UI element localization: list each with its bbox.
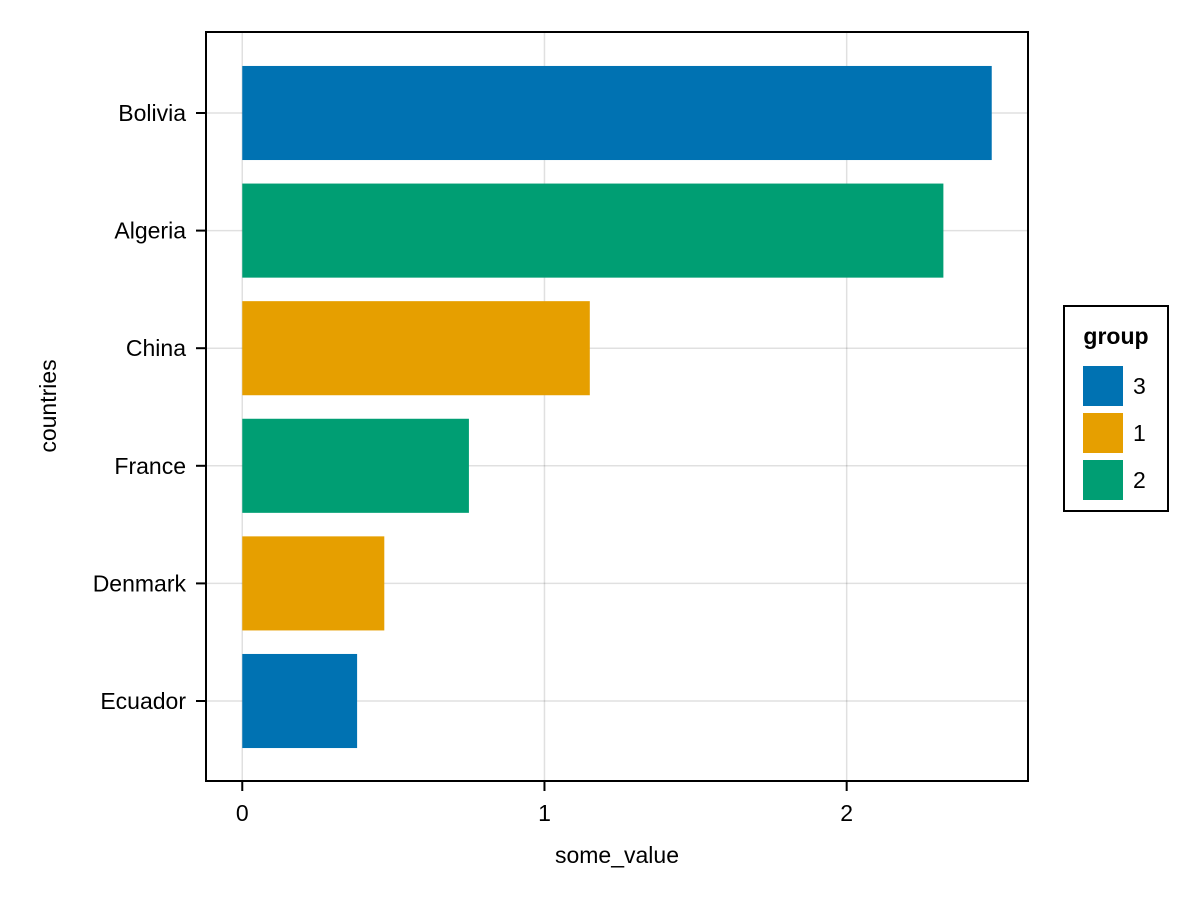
x-tick-label: 0 bbox=[236, 800, 249, 826]
y-tick-label: Bolivia bbox=[118, 100, 186, 126]
plot-frame bbox=[205, 31, 1029, 782]
bars bbox=[242, 65, 992, 749]
y-tick-label: France bbox=[114, 453, 186, 479]
legend-label: 1 bbox=[1133, 420, 1146, 446]
legend-swatch bbox=[1083, 460, 1123, 500]
legend: group 3 1 2 bbox=[1063, 305, 1169, 512]
legend-swatch bbox=[1083, 366, 1123, 406]
bar-china bbox=[242, 301, 590, 396]
x-tick-label: 1 bbox=[538, 800, 551, 826]
y-tick-label: Ecuador bbox=[100, 688, 186, 714]
legend-entries: 3 1 2 bbox=[1083, 366, 1146, 500]
bar-france bbox=[242, 418, 469, 513]
bar-ecuador bbox=[242, 653, 358, 749]
x-tick-label: 2 bbox=[840, 800, 853, 826]
bar-bolivia bbox=[242, 65, 992, 161]
legend-title: group bbox=[1083, 323, 1148, 349]
bar-algeria bbox=[242, 183, 944, 278]
legend-label: 3 bbox=[1133, 373, 1146, 399]
y-tick-label: Denmark bbox=[93, 570, 187, 596]
axis-ticks: 0 1 2 Bolivia Algeria China France Denmark Ecuad… bbox=[93, 100, 853, 826]
y-tick-label: Algeria bbox=[114, 218, 186, 244]
x-axis-title: some_value bbox=[555, 842, 679, 868]
bar-denmark bbox=[242, 536, 385, 631]
legend-label: 2 bbox=[1133, 467, 1146, 493]
legend-swatch bbox=[1083, 413, 1123, 453]
y-tick-label: China bbox=[126, 335, 186, 361]
y-axis-title: countries bbox=[35, 359, 61, 452]
